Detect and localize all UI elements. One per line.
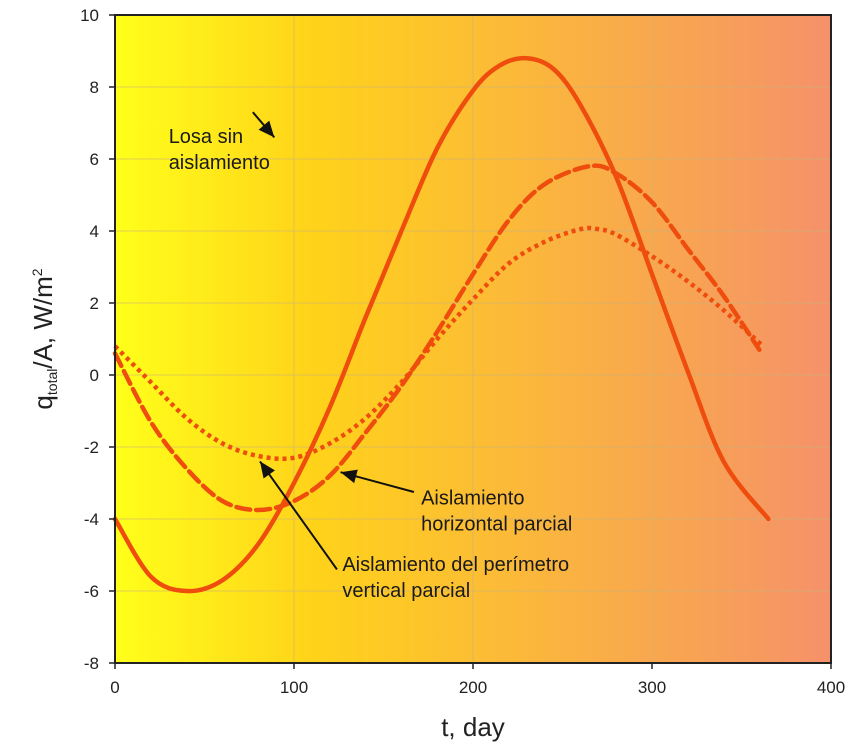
series-lines <box>112 55 771 594</box>
y-tick-label: 4 <box>90 222 99 241</box>
y-tick-label: 2 <box>90 294 99 313</box>
annotation-text: aislamiento <box>169 152 270 174</box>
y-tick-label: 6 <box>90 150 99 169</box>
y-axis-title: qtotal/A, W/m2 <box>28 268 60 409</box>
annotation-text: horizontal parcial <box>421 514 572 536</box>
annotations: Losa sin aislamiento Aislamiento horizontal… <box>169 111 572 602</box>
series-line-losa-sin-aislamiento <box>112 55 771 594</box>
x-tick-label: 100 <box>280 678 308 697</box>
y-tick-label: -2 <box>84 438 99 457</box>
y-axis-title-rest: /A, W/m <box>28 276 58 368</box>
y-tick-label: 0 <box>90 366 99 385</box>
y-axis-title-sup: 2 <box>29 268 45 276</box>
y-axis-title-sub: total <box>44 369 60 395</box>
x-axis-title: t, day <box>441 712 505 742</box>
x-tick-label: 0 <box>110 678 119 697</box>
annotation-arrow-head <box>259 461 275 479</box>
series-line-aislamiento-horizontal-parcial <box>112 163 762 513</box>
y-tick-label: -8 <box>84 654 99 673</box>
x-tick-label: 400 <box>817 678 845 697</box>
annotation-text: Losa sin <box>169 126 244 148</box>
y-axis-title-main: q <box>28 395 58 409</box>
annotation-text: Aislamiento <box>421 488 524 510</box>
y-tick-label: -4 <box>84 510 99 529</box>
annotation-text: Aislamiento del perímetro <box>342 554 569 576</box>
annotation-text: vertical parcial <box>342 580 470 602</box>
x-tick-label: 200 <box>459 678 487 697</box>
y-tick-label: 8 <box>90 78 99 97</box>
y-tick-label: 10 <box>80 6 99 25</box>
annotation-arrow-head <box>258 120 275 138</box>
x-tick-label: 300 <box>638 678 666 697</box>
annotation-arrow-shaft <box>259 460 338 570</box>
annotation-arrow-head <box>340 469 358 484</box>
axis-ticks: 0 100 200 300 400 -8 -6 -4 -2 0 2 4 6 8 10 <box>80 6 845 697</box>
y-tick-label: -6 <box>84 582 99 601</box>
